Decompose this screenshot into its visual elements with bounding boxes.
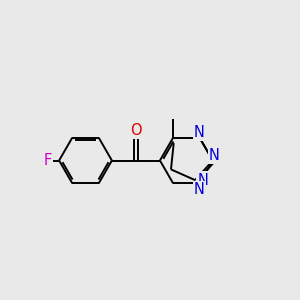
Text: N: N bbox=[197, 172, 208, 188]
Text: F: F bbox=[44, 153, 52, 168]
Text: N: N bbox=[194, 182, 205, 197]
Text: O: O bbox=[130, 123, 142, 138]
Text: N: N bbox=[194, 125, 205, 140]
Text: N: N bbox=[209, 148, 220, 163]
